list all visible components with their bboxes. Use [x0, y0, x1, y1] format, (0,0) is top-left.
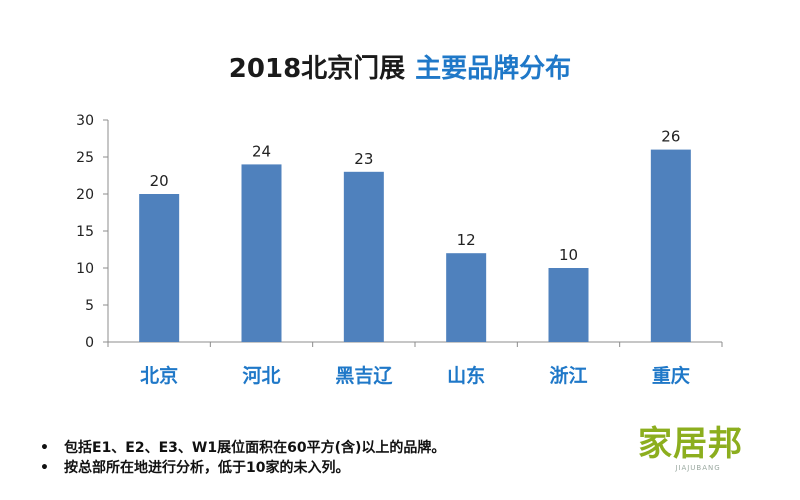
x-tick-label: 山东 — [447, 364, 485, 387]
bar-3 — [446, 253, 487, 342]
chart-title-main: 2018北京门展 — [228, 54, 406, 84]
y-tick-label: 20 — [76, 187, 94, 203]
brand-logo: 家居邦 JIAJUBANG — [638, 424, 758, 484]
x-tick-label: 黑吉辽 — [335, 364, 392, 387]
data-label: 12 — [457, 231, 476, 249]
y-tick-label: 5 — [85, 298, 94, 314]
y-tick-label: 0 — [85, 335, 94, 351]
bar-0 — [139, 194, 180, 342]
chart-title-accent: 主要品牌分布 — [415, 54, 572, 84]
footnotes: • 包括E1、E2、E3、W1展位面积在60平方(含)以上的品牌。 • 按总部所在地… — [40, 438, 445, 478]
bar-1 — [241, 164, 282, 342]
data-label: 20 — [150, 172, 169, 190]
y-tick-label: 15 — [76, 224, 94, 240]
bullet-icon: • — [40, 440, 49, 456]
bar-2 — [343, 171, 384, 342]
footnote-text-2: 按总部所在地进行分析，低于10家的未入列。 — [64, 460, 350, 476]
footnote-1: • 包括E1、E2、E3、W1展位面积在60平方(含)以上的品牌。 — [40, 438, 445, 458]
data-label: 24 — [252, 142, 271, 160]
footnote-2: • 按总部所在地进行分析，低于10家的未入列。 — [40, 458, 445, 478]
data-label: 10 — [559, 246, 578, 264]
footnote-text-1: 包括E1、E2、E3、W1展位面积在60平方(含)以上的品牌。 — [64, 440, 446, 456]
y-tick-label: 30 — [76, 113, 94, 129]
data-label: 26 — [661, 128, 680, 146]
bar-5 — [650, 149, 691, 342]
x-tick-label: 河北 — [242, 365, 280, 387]
x-tick-label: 浙江 — [549, 364, 587, 387]
x-tick-label: 北京 — [140, 364, 178, 387]
y-tick-label: 25 — [76, 150, 94, 166]
bar-4 — [548, 268, 589, 342]
logo-text: 家居邦 — [638, 424, 743, 464]
chart-title: 2018北京门展 主要品牌分布 — [0, 52, 800, 86]
y-tick-label: 10 — [76, 261, 94, 277]
bullet-icon: • — [40, 460, 49, 476]
data-label: 23 — [354, 150, 373, 168]
logo-subtext: JIAJUBANG — [675, 464, 721, 472]
x-tick-label: 重庆 — [652, 364, 690, 387]
